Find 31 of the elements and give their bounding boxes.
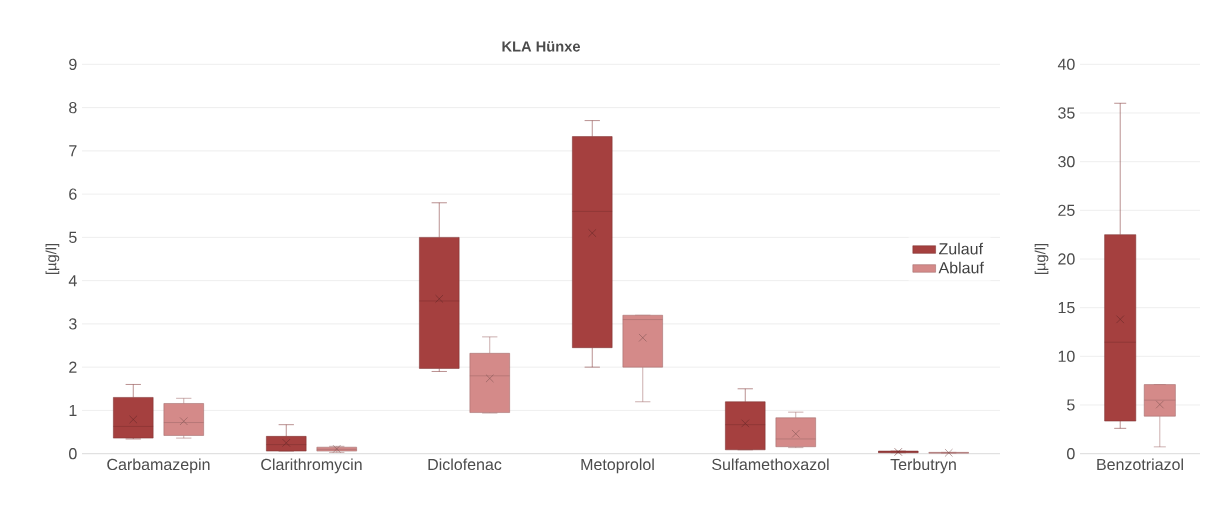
- y-tick-label: 35: [1058, 107, 1075, 119]
- x-tick-label: Terbutryn: [890, 458, 956, 474]
- y-tick-label: 25: [1058, 204, 1075, 216]
- x-tick-label: Metoprolol: [581, 458, 654, 474]
- legend-label: Ablauf: [938, 261, 984, 274]
- y-tick-label: 0: [1067, 448, 1075, 460]
- y-tick-label: 8: [69, 101, 77, 114]
- y-tick-label: 20: [1058, 253, 1075, 265]
- x-tick-label: Benzotriazol: [1097, 458, 1183, 471]
- y-axis-title: [µg/l]: [45, 244, 60, 275]
- y-axis-title: [µg/l]: [1034, 244, 1049, 274]
- chart-title: KLA Hünxe: [502, 41, 581, 52]
- y-tick-label: 6: [69, 188, 77, 200]
- y-tick-label: 5: [1067, 399, 1075, 411]
- y-tick-label: 40: [1057, 58, 1075, 70]
- y-tick-label: 10: [1058, 350, 1075, 362]
- y-tick-label: 7: [69, 145, 77, 157]
- x-tick-label: Sulfamethoxazol: [712, 458, 829, 471]
- x-tick-label: Clarithromycin: [261, 458, 362, 474]
- y-tick-label: 4: [68, 275, 77, 287]
- y-tick-label: 30: [1058, 156, 1075, 168]
- y-tick-label: 1: [69, 404, 77, 416]
- y-tick-label: 5: [69, 231, 77, 243]
- y-tick-label: 15: [1058, 302, 1075, 314]
- y-tick-label: 3: [69, 318, 77, 330]
- y-tick-label: 9: [69, 58, 77, 70]
- y-tick-label: 2: [69, 361, 77, 373]
- x-tick-label: Diclofenac: [428, 458, 502, 471]
- x-tick-label: Carbamazepin: [107, 458, 210, 474]
- legend-label: Zulauf: [939, 242, 984, 255]
- y-tick-label: 0: [69, 448, 77, 460]
